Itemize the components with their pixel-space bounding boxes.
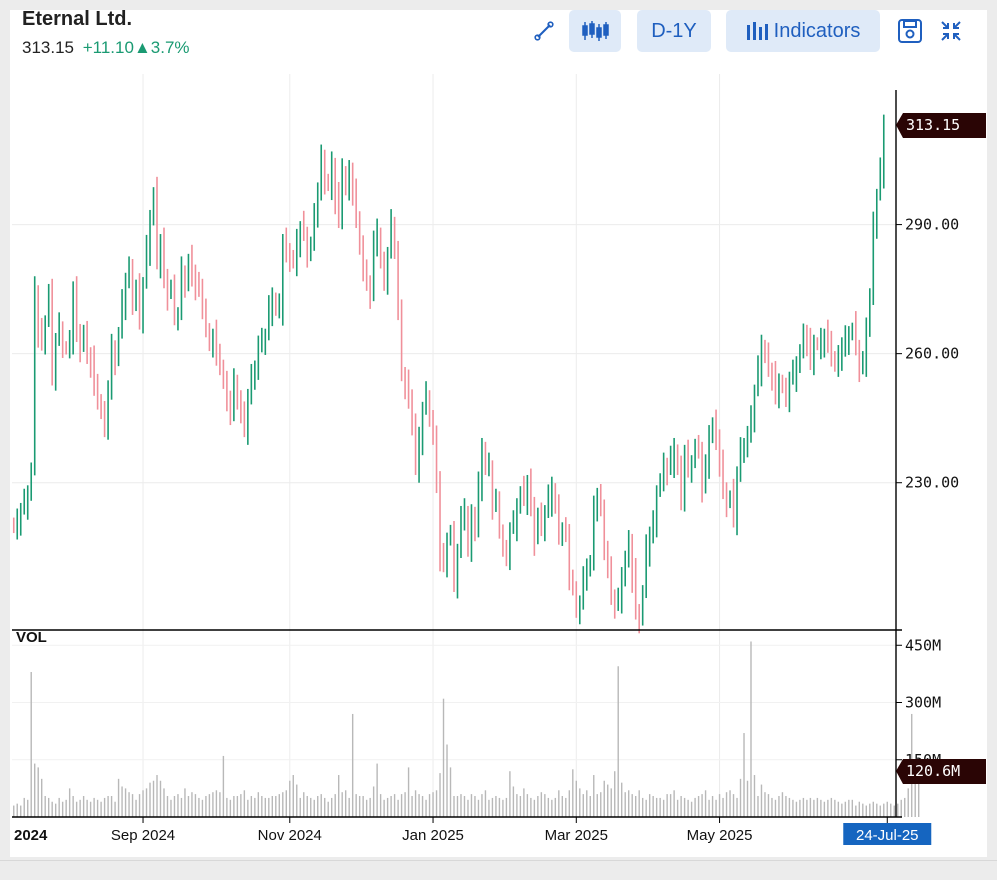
svg-text:24-Jul-25: 24-Jul-25 <box>856 827 919 844</box>
price-tick-label: 290.00 <box>905 216 959 234</box>
price-quote: 313.15 +11.10▲3.7% <box>22 38 190 58</box>
x-tick-label: Nov 2024 <box>258 827 322 844</box>
price-change: +11.10▲3.7% <box>83 38 190 57</box>
period-button[interactable]: D-1Y <box>637 10 711 52</box>
volume-tick-label: 450M <box>905 636 941 654</box>
x-tick-label: Jan 2025 <box>402 827 464 844</box>
x-tick-label: Mar 2025 <box>545 827 608 844</box>
indicators-label: Indicators <box>773 19 861 42</box>
collapse-button[interactable] <box>934 10 968 52</box>
bar-chart-icon <box>746 22 768 40</box>
change-percent: 3.7% <box>150 38 190 57</box>
chart-type-button[interactable] <box>569 10 621 52</box>
stock-title: Eternal Ltd. <box>22 8 133 30</box>
x-tick-label: 2024 <box>14 827 48 844</box>
candlestick-series <box>12 114 885 634</box>
volume-series <box>13 641 920 817</box>
last-price: 313.15 <box>22 38 74 57</box>
save-button[interactable] <box>892 10 928 52</box>
x-tick-label: Sep 2024 <box>111 827 175 844</box>
candlestick-icon <box>582 21 609 41</box>
svg-text:313.15: 313.15 <box>906 116 960 134</box>
price-tick-label: 260.00 <box>905 345 959 363</box>
current-volume-label: 120.6M <box>896 758 986 784</box>
indicators-button[interactable]: Indicators <box>726 10 880 52</box>
volume-pane-title: VOL <box>16 629 47 646</box>
axes: 230.00260.00290.00313.15150M300M450M120.… <box>12 90 986 845</box>
save-icon <box>898 19 922 43</box>
current-date-label: 24-Jul-25 <box>843 823 932 845</box>
grid-lines <box>12 74 896 817</box>
volume-tick-label: 300M <box>905 694 941 712</box>
bottom-strip <box>0 860 997 880</box>
line-draw-icon <box>534 21 554 41</box>
x-tick-label: May 2025 <box>687 827 753 844</box>
price-tick-label: 230.00 <box>905 474 959 492</box>
collapse-icon <box>941 21 961 41</box>
svg-text:120.6M: 120.6M <box>906 762 960 780</box>
change-value: +11.10 <box>82 38 134 57</box>
up-arrow-icon: ▲ <box>133 38 151 57</box>
draw-tool-button[interactable] <box>527 10 561 52</box>
current-price-label: 313.15 <box>896 112 986 138</box>
chart-card <box>10 10 987 857</box>
